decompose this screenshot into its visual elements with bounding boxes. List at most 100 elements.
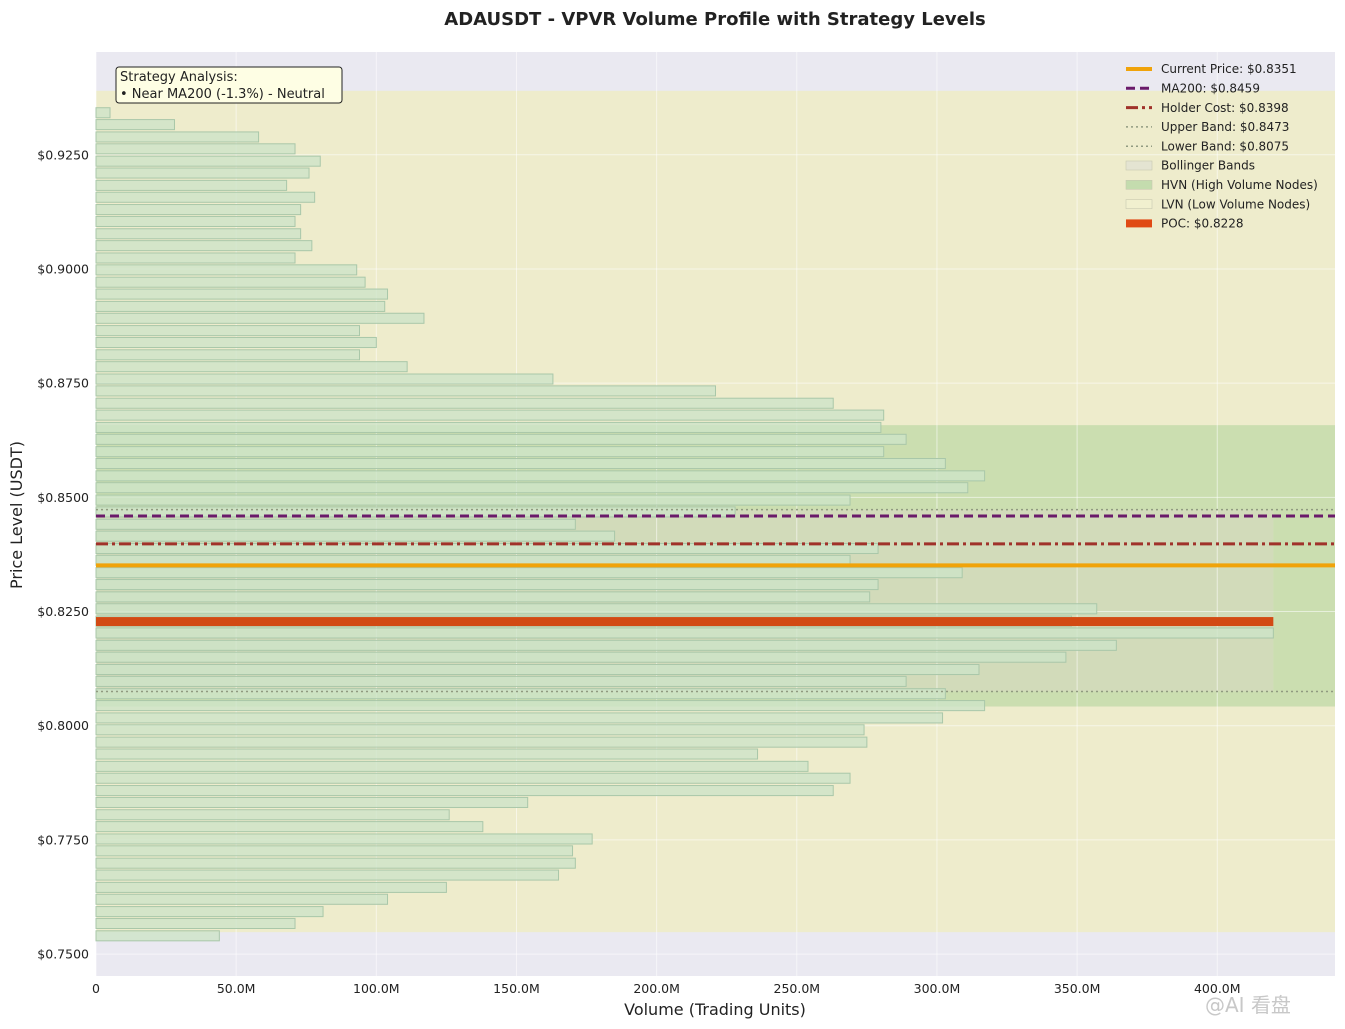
y-tick-label: $0.9000 xyxy=(37,261,89,276)
legend-entry-9: POC: $0.8228 xyxy=(1126,217,1244,231)
volume-bar-46 xyxy=(95,385,716,397)
volume-bar-17 xyxy=(95,736,868,748)
annotation-line-1: Strategy Analysis: xyxy=(120,70,238,85)
y-tick-label: $0.8250 xyxy=(37,604,89,619)
volume-bar-58 xyxy=(95,240,313,252)
legend-entry-4: Upper Band: $0.8473 xyxy=(1126,120,1289,134)
volume-bar-5 xyxy=(95,881,447,893)
volume-bar-31 xyxy=(95,567,963,579)
volume-bar-4 xyxy=(95,893,389,905)
volume-bar-69 xyxy=(95,107,111,119)
volume-bar-9 xyxy=(95,833,593,845)
volume-bar-30 xyxy=(95,579,879,591)
legend-entry-8: LVN (Low Volume Nodes) xyxy=(1125,197,1310,211)
volume-bar-38 xyxy=(95,482,969,494)
volume-bar-29 xyxy=(95,591,871,603)
volume-bar-65 xyxy=(95,155,321,167)
volume-bar-20 xyxy=(95,700,986,712)
legend-entry-6: Bollinger Bands xyxy=(1125,159,1255,173)
volume-bar-25 xyxy=(95,639,1117,651)
volume-bar-64 xyxy=(95,167,310,179)
volume-bar-34 xyxy=(95,530,616,542)
x-tick-label: 250.0M xyxy=(774,981,821,996)
legend-swatch xyxy=(1125,180,1153,190)
volume-bar-12 xyxy=(95,796,529,808)
volume-bar-51 xyxy=(95,325,360,337)
strategy-lines xyxy=(96,508,1335,693)
volume-bar-14 xyxy=(95,772,851,784)
legend-swatch xyxy=(1125,160,1153,171)
volume-bar-63 xyxy=(95,179,288,191)
volume-bar-13 xyxy=(95,785,834,797)
volume-bar-48 xyxy=(95,361,408,373)
chart-title: ADAUSDT - VPVR Volume Profile with Strat… xyxy=(444,9,985,30)
legend-label: Upper Band: $0.8473 xyxy=(1161,120,1289,134)
volume-bar-44 xyxy=(95,409,885,421)
volume-bar-57 xyxy=(95,252,296,264)
volume-bar-2 xyxy=(95,917,296,930)
volume-bar-50 xyxy=(95,336,377,349)
volume-bar-16 xyxy=(95,748,759,760)
y-tick-label: $0.8500 xyxy=(37,490,89,505)
volume-bar-42 xyxy=(95,433,907,445)
volume-bar-3 xyxy=(95,906,324,918)
volume-bar-60 xyxy=(95,215,296,227)
legend-entry-2: MA200: $0.8459 xyxy=(1126,82,1260,96)
volume-bar-54 xyxy=(95,288,389,300)
x-axis-label: Volume (Trading Units) xyxy=(624,1000,806,1019)
legend-label: Current Price: $0.8351 xyxy=(1161,62,1297,76)
legend-entry-1: Current Price: $0.8351 xyxy=(1126,62,1297,76)
volume-bar-11 xyxy=(95,809,450,821)
volume-bar-21 xyxy=(95,688,946,700)
legend-label: Lower Band: $0.8075 xyxy=(1161,139,1289,153)
volume-bar-49 xyxy=(95,349,360,361)
legend-entry-3: Holder Cost: $0.8398 xyxy=(1126,101,1289,115)
legend-label: LVN (Low Volume Nodes) xyxy=(1161,197,1310,211)
y-tick-label: $0.8000 xyxy=(37,718,89,733)
x-tick-label: 50.0M xyxy=(217,981,256,996)
annotation-box xyxy=(115,66,343,104)
volume-bar-67 xyxy=(95,131,260,143)
y-axis-ticks: $0.7500 $0.7750 $0.8000 $0.8250 $0.8500 $0.87… xyxy=(37,147,89,961)
volume-bar-35 xyxy=(95,518,576,530)
x-tick-label: 200.0M xyxy=(633,981,680,996)
x-tick-label: 400.0M xyxy=(1194,981,1241,996)
legend-label: HVN (High Volume Nodes) xyxy=(1161,178,1318,192)
volume-bar-10 xyxy=(95,821,484,833)
strategy-annotation: Strategy Analysis: • Near MA200 (-1.3%) … xyxy=(115,66,343,104)
volume-bar-55 xyxy=(95,276,366,288)
legend-label: POC: $0.8228 xyxy=(1161,217,1244,231)
legend-swatch xyxy=(1125,199,1153,209)
x-tick-label: 350.0M xyxy=(1054,981,1101,996)
legend-entry-5: Lower Band: $0.8075 xyxy=(1126,139,1289,153)
volume-bar-40 xyxy=(95,458,946,470)
legend: Current Price: $0.8351 MA200: $0.8459 Hold… xyxy=(1125,62,1318,231)
volume-bar-68 xyxy=(95,119,175,131)
volume-bar-6 xyxy=(95,869,560,881)
x-tick-label: 100.0M xyxy=(353,981,400,996)
x-tick-label: 300.0M xyxy=(914,981,961,996)
legend-label: MA200: $0.8459 xyxy=(1161,82,1260,96)
annotation-line-2: • Near MA200 (-1.3%) - Neutral xyxy=(120,87,325,102)
volume-bar-1 xyxy=(95,930,220,942)
volume-bar-24 xyxy=(95,651,1067,663)
y-tick-label: $0.9250 xyxy=(37,147,89,162)
volume-bar-52 xyxy=(95,312,425,324)
y-axis-label: Price Level (USDT) xyxy=(7,441,26,589)
volume-bar-41 xyxy=(95,446,885,458)
volume-bar-28 xyxy=(95,603,1098,615)
y-tick-label: $0.8750 xyxy=(37,376,89,391)
volume-bar-19 xyxy=(95,712,944,724)
volume-bar-62 xyxy=(95,191,316,203)
level-line-poc xyxy=(96,617,1274,627)
volume-bar-61 xyxy=(95,204,302,216)
volume-bar-39 xyxy=(95,470,986,482)
y-tick-label: $0.7500 xyxy=(37,947,89,962)
volume-bar-37 xyxy=(95,494,851,506)
volume-bar-43 xyxy=(95,421,882,433)
volume-bar-15 xyxy=(95,760,809,772)
legend-label: Holder Cost: $0.8398 xyxy=(1161,101,1289,115)
volume-bar-26 xyxy=(95,627,1274,639)
volume-bar-66 xyxy=(95,143,296,155)
